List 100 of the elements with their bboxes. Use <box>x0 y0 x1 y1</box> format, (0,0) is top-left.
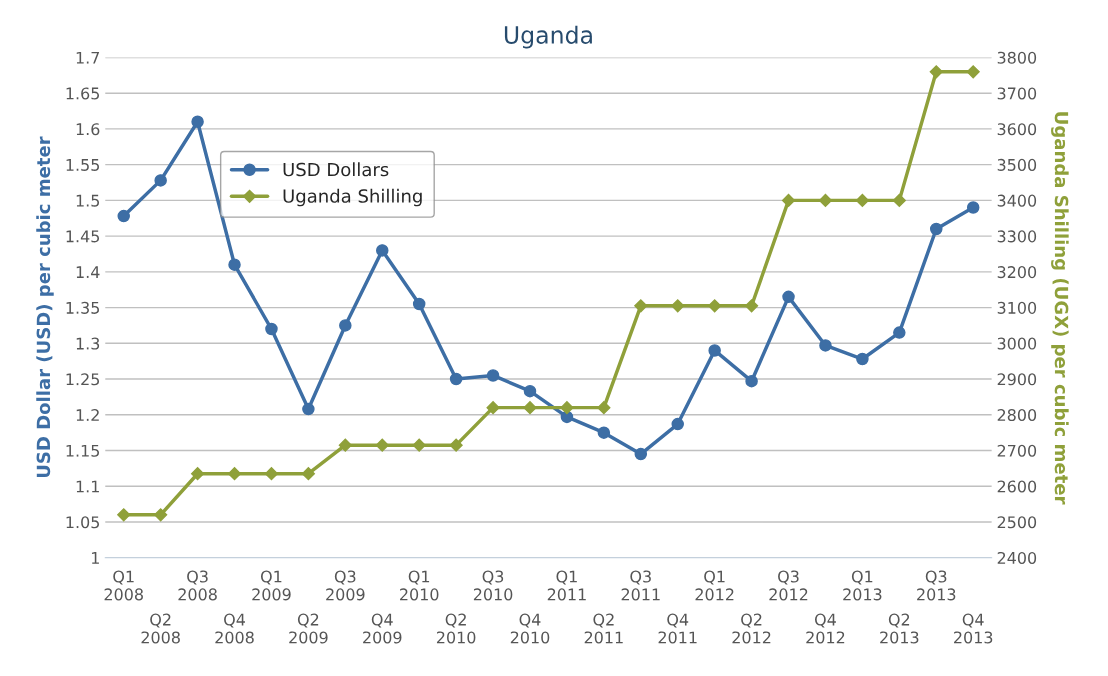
y2-tick-label: 3300 <box>997 230 1037 243</box>
point <box>560 410 574 424</box>
point <box>339 319 352 332</box>
x-tick-label: Q3 2010 <box>473 570 513 601</box>
point <box>264 467 279 481</box>
point <box>597 426 611 439</box>
point <box>745 374 758 388</box>
x-tick-label: Q1 2009 <box>252 570 291 601</box>
y-tick-label: 1.3 <box>76 337 100 350</box>
y2-tick-label: 3600 <box>997 123 1037 136</box>
point <box>449 438 463 452</box>
point <box>856 352 869 366</box>
point <box>892 193 906 207</box>
legend-label: USD Dollars <box>283 162 389 177</box>
x-tick-label: Q4 2009 <box>363 613 402 644</box>
point <box>966 201 980 214</box>
point <box>486 369 500 382</box>
y2-tick-label: 2700 <box>997 444 1037 457</box>
point <box>375 438 389 452</box>
x-tick-label: Q1 2010 <box>400 570 439 601</box>
y2-tick-label: 3500 <box>997 158 1037 171</box>
point <box>855 193 869 207</box>
point <box>191 467 205 481</box>
x-tick-label: Q2 2008 <box>141 613 180 644</box>
x-tick-label: Q2 2013 <box>880 613 919 644</box>
point <box>966 65 980 79</box>
x-tick-label: Q2 2011 <box>584 613 623 644</box>
y-tick-label: 1.1 <box>76 480 99 493</box>
y2-tick-label: 2800 <box>997 408 1037 422</box>
y-tick-label: 1.5 <box>76 194 99 207</box>
x-tick-label: Q3 2009 <box>326 570 365 601</box>
x-tick-label: Q1 2008 <box>104 570 143 601</box>
x-tick-label: Q2 2010 <box>436 613 476 644</box>
point <box>338 438 352 452</box>
x-tick-label: Q4 2012 <box>806 613 845 644</box>
x-tick-label: Q2 2009 <box>289 613 328 644</box>
point <box>191 115 204 129</box>
y-tick-label: 1.2 <box>76 408 99 421</box>
y-tick-label: 1.65 <box>66 87 99 100</box>
point <box>782 290 795 304</box>
point <box>412 438 426 452</box>
y-tick-label: 1.25 <box>66 373 99 386</box>
point <box>523 401 537 415</box>
x-tick-label: Q3 2012 <box>769 570 808 601</box>
x-tick-label: Q4 2010 <box>510 613 550 644</box>
point <box>781 193 796 207</box>
y2-tick-label: 3000 <box>997 337 1037 350</box>
y2-tick-label: 2900 <box>997 373 1037 386</box>
y-tick-label: 1.05 <box>66 516 99 529</box>
point <box>818 193 833 207</box>
x-tick-label: Q2 2012 <box>732 613 771 644</box>
x-tick-label: Q4 2011 <box>658 613 697 644</box>
y-tick-label: 1.7 <box>76 51 100 64</box>
x-tick-label: Q4 2013 <box>954 613 993 644</box>
y-axis-title: USD Dollar (USD) per cubic meter <box>36 136 54 478</box>
point <box>560 401 574 415</box>
y2-tick-label: 2400 <box>997 551 1037 564</box>
point <box>117 209 130 223</box>
point <box>376 244 389 257</box>
point <box>708 299 722 313</box>
x-tick-label: Q3 2013 <box>917 570 956 601</box>
point <box>671 299 685 313</box>
point <box>930 222 943 236</box>
chart-title: Uganda <box>504 25 592 49</box>
point <box>819 339 832 352</box>
y2-axis-title: Uganda Shilling (UGX) per cubic meter <box>1051 112 1069 505</box>
point <box>154 174 167 187</box>
point <box>893 326 906 339</box>
point <box>486 401 500 415</box>
point <box>301 467 315 481</box>
point <box>745 299 759 313</box>
y-tick-label: 1.45 <box>66 230 99 243</box>
y2-tick-label: 3800 <box>997 51 1037 64</box>
y-tick-label: 1.4 <box>76 266 100 278</box>
y2-tick-label: 2500 <box>997 516 1037 529</box>
point <box>597 401 611 415</box>
legend-label: Uganda Shilling <box>283 188 422 207</box>
y-tick-label: 1.6 <box>76 123 100 136</box>
y2-tick-label: 2600 <box>997 480 1037 493</box>
y-tick-label: 1 <box>91 552 99 564</box>
x-tick-label: Q1 2011 <box>547 570 586 601</box>
point <box>634 447 648 461</box>
x-tick-label: Q4 2008 <box>215 613 254 644</box>
point <box>412 297 426 311</box>
point <box>708 344 721 357</box>
point <box>227 467 242 481</box>
point <box>449 372 463 386</box>
point <box>929 65 943 79</box>
point <box>634 299 648 313</box>
x-tick-label: Q1 2013 <box>843 570 882 601</box>
point <box>265 322 278 336</box>
x-tick-label: Q3 2011 <box>621 570 660 601</box>
y2-tick-label: 3700 <box>997 87 1037 100</box>
point <box>117 508 131 522</box>
point <box>154 508 168 522</box>
point <box>523 384 537 398</box>
x-tick-label: Q3 2008 <box>178 570 217 601</box>
point <box>228 258 241 271</box>
y-tick-label: 1.55 <box>66 159 99 171</box>
y-tick-label: 1.15 <box>66 444 99 457</box>
